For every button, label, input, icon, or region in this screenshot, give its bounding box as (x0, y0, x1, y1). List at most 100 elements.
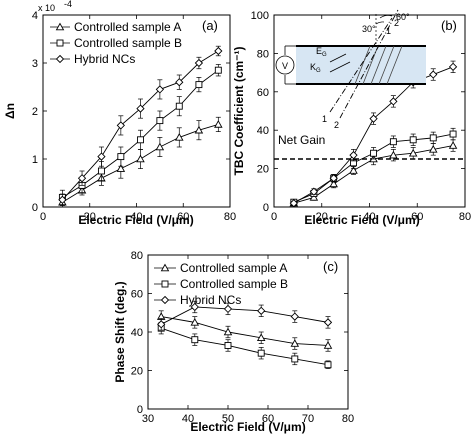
y-tick-label: 40 (257, 125, 269, 137)
data-point (257, 306, 266, 315)
data-point (369, 114, 378, 123)
data-point (136, 154, 145, 163)
x-tick-label: 20 (84, 211, 96, 223)
data-point (290, 339, 300, 347)
data-point (329, 179, 338, 188)
data-point (195, 81, 203, 89)
x-tick-label: 80 (342, 413, 354, 425)
data-point (224, 342, 232, 349)
panel-c-x-label: Electric Field (V/μm) (190, 420, 305, 434)
series-square (58, 64, 222, 205)
data-point (116, 164, 126, 172)
panel-c-legend-label: Hybrid NCs (180, 293, 241, 307)
panel-b-label: (b) (441, 18, 457, 33)
grating-inset-diagram: 30° 60° 1 2 1 2 EG KG V (275, 9, 426, 130)
inset-grating-1: 1 (386, 26, 391, 36)
x-tick-label: 60 (262, 413, 274, 425)
data-point (214, 120, 223, 128)
panel-b: (b) Electric Field (V/μm) TBC Coefficien… (232, 9, 471, 227)
x-tick-label: 70 (302, 413, 314, 425)
y-tick-label: 60 (131, 289, 143, 301)
series-line (161, 316, 329, 346)
inset-grating-2-bottom: 2 (334, 120, 339, 130)
y-tick-label: 0 (32, 202, 38, 214)
data-point (409, 136, 417, 144)
data-point (324, 361, 332, 369)
series-line (62, 50, 219, 201)
data-point (389, 138, 397, 146)
data-point (309, 192, 319, 201)
legend-marker (55, 22, 65, 31)
y-tick-label: 0 (263, 202, 269, 214)
x-tick-label: 40 (182, 413, 194, 425)
data-point (329, 174, 338, 183)
data-point (428, 144, 438, 153)
panel-a-legend-label: Hybrid NCs (74, 52, 135, 66)
data-point (175, 132, 184, 141)
data-point (58, 195, 67, 204)
panel-a-x-label: Electric Field (V/μm) (78, 213, 193, 227)
x-tick-label: 50 (222, 413, 234, 425)
x-tick-label: 40 (363, 211, 375, 223)
data-point (214, 46, 223, 56)
data-point (175, 102, 183, 110)
data-point (323, 341, 333, 349)
legend-marker (160, 295, 170, 305)
panel-a-y-label: Δn (3, 103, 17, 119)
data-point (136, 104, 145, 113)
panel-a-legend-label: Controlled sample A (74, 20, 181, 34)
panel-c-legend: Controlled sample A Controlled sample B … (154, 261, 288, 307)
data-point (408, 148, 418, 157)
data-point (137, 136, 144, 144)
x-tick-label: 60 (411, 211, 423, 223)
panel-a-legend-label: Controlled sample B (74, 36, 182, 50)
series-line (161, 327, 329, 366)
inset-grating-1-bottom: 1 (322, 114, 327, 124)
data-point (256, 333, 266, 342)
panel-b-y-label: TBC Coefficient (cm⁻¹) (232, 46, 246, 175)
inset-e-field-label: EG (316, 46, 327, 58)
panel-a-y-exponent: -4 (64, 0, 72, 9)
data-point (214, 66, 222, 74)
series-square (157, 322, 332, 369)
inset-angle-60: 60° (396, 12, 410, 22)
legend-marker (161, 280, 169, 288)
data-point (157, 320, 166, 329)
y-tick-label: 20 (257, 164, 269, 176)
data-point (223, 304, 233, 314)
data-point (349, 151, 358, 160)
x-tick-label: 80 (459, 211, 471, 223)
panel-c-legend-label: Controlled sample B (180, 277, 288, 291)
data-point (309, 187, 319, 196)
data-point (290, 312, 299, 321)
data-point (389, 150, 398, 159)
y-tick-label: 80 (257, 48, 269, 60)
legend-marker (160, 263, 170, 272)
data-point (97, 167, 105, 175)
data-point (117, 153, 125, 161)
data-point (289, 199, 298, 208)
y-tick-label: 3 (32, 58, 38, 70)
data-point (370, 149, 378, 157)
data-point (155, 85, 165, 94)
panel-b-x-label: Electric Field (V/μm) (304, 213, 419, 227)
series-triangle (156, 310, 333, 352)
x-tick-label: 0 (40, 211, 46, 223)
y-tick-label: 2 (32, 106, 38, 118)
y-tick-label: 20 (131, 366, 143, 378)
data-point (429, 70, 438, 79)
y-tick-label: 0 (137, 404, 143, 416)
y-tick-label: 80 (131, 250, 143, 262)
x-tick-label: 20 (316, 211, 328, 223)
x-tick-label: 80 (224, 211, 236, 223)
data-point (190, 302, 199, 312)
x-tick-label: 30 (142, 413, 154, 425)
panel-c-y-label: Phase Shift (deg.) (113, 281, 127, 382)
data-point (194, 58, 204, 68)
data-point (257, 349, 265, 357)
data-point (449, 130, 457, 138)
panel-a-y-multiplier: x 10 (38, 3, 55, 13)
data-point (116, 121, 125, 130)
y-tick-label: 60 (257, 87, 269, 99)
x-tick-label: 40 (130, 211, 142, 223)
